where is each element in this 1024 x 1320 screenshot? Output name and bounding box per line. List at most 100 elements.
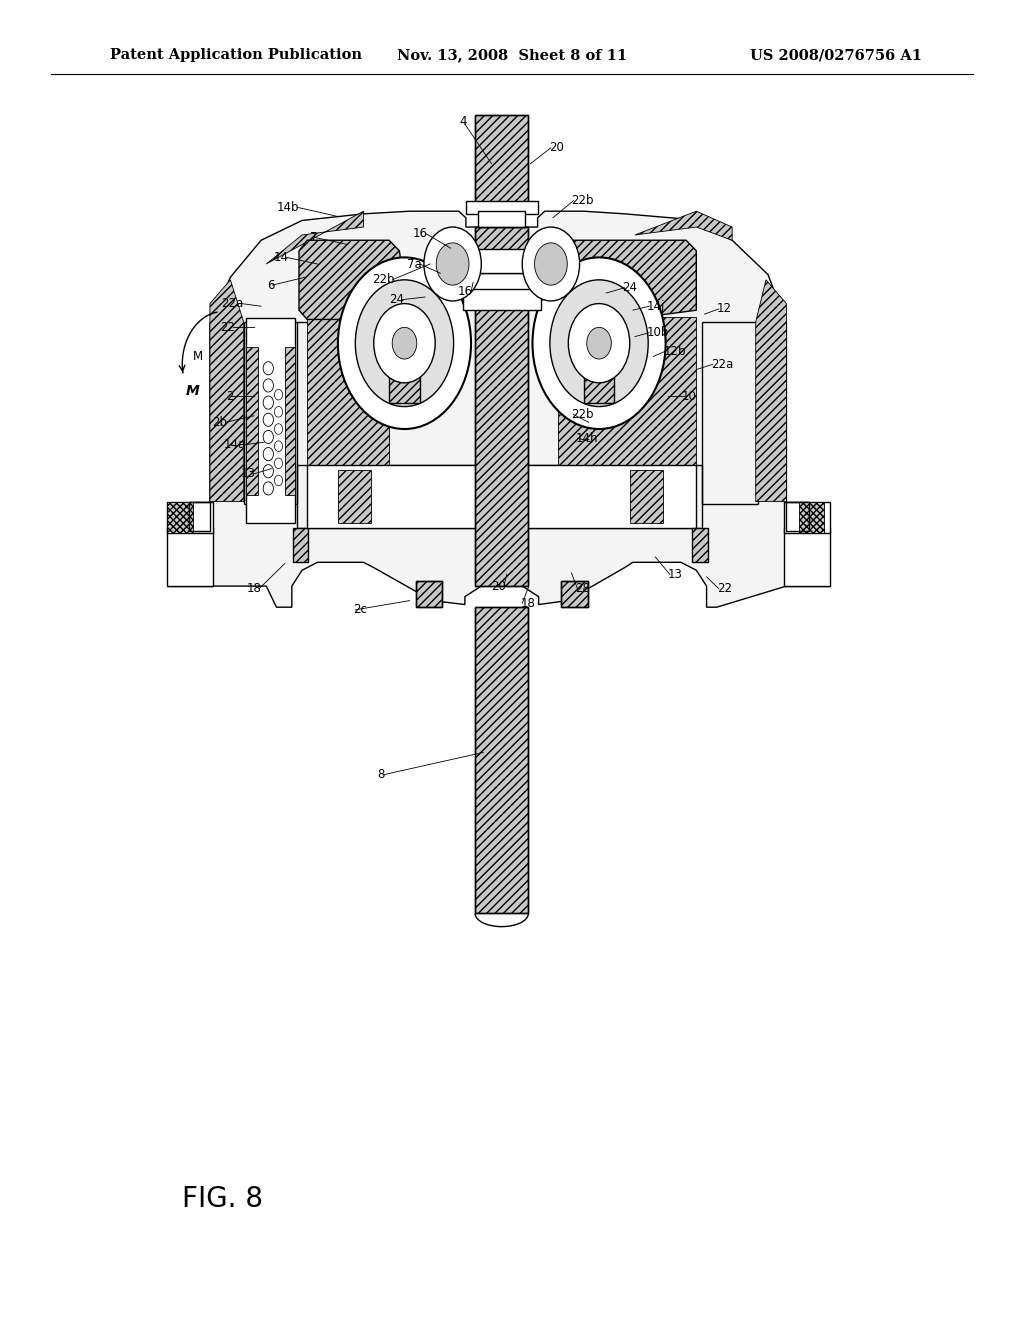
Bar <box>167 502 213 533</box>
Polygon shape <box>543 240 696 319</box>
Text: Patent Application Publication: Patent Application Publication <box>110 49 361 62</box>
Bar <box>786 502 809 531</box>
Text: 20: 20 <box>549 141 564 154</box>
Text: 12b: 12b <box>664 345 686 358</box>
Text: 7: 7 <box>310 231 317 244</box>
Bar <box>786 502 809 531</box>
Bar <box>389 330 420 403</box>
Bar <box>246 318 295 523</box>
Bar <box>246 347 258 495</box>
Polygon shape <box>558 317 696 502</box>
Text: 14: 14 <box>273 251 289 264</box>
Circle shape <box>274 441 283 451</box>
Text: 22: 22 <box>717 582 732 595</box>
Circle shape <box>263 379 273 392</box>
Circle shape <box>535 243 567 285</box>
Text: 2: 2 <box>226 389 233 403</box>
Circle shape <box>263 362 273 375</box>
Text: 18: 18 <box>246 582 261 595</box>
Text: 16: 16 <box>413 227 428 240</box>
Bar <box>475 607 528 913</box>
Text: FIG. 8: FIG. 8 <box>182 1184 263 1213</box>
Text: 22a: 22a <box>711 358 733 371</box>
Circle shape <box>263 447 273 461</box>
Circle shape <box>392 327 417 359</box>
Bar <box>307 465 696 528</box>
Bar <box>416 581 442 607</box>
Text: Nov. 13, 2008  Sheet 8 of 11: Nov. 13, 2008 Sheet 8 of 11 <box>397 49 627 62</box>
Polygon shape <box>299 240 451 319</box>
Bar <box>784 502 830 533</box>
Bar <box>451 249 553 273</box>
Bar <box>293 528 308 562</box>
Circle shape <box>263 430 273 444</box>
Bar <box>475 115 528 205</box>
Circle shape <box>355 280 454 407</box>
Bar <box>167 528 213 586</box>
Bar <box>189 502 210 531</box>
Text: 22a: 22a <box>221 297 244 310</box>
Circle shape <box>263 465 273 478</box>
Circle shape <box>274 407 283 417</box>
Text: 14h: 14h <box>575 432 598 445</box>
Text: 22b: 22b <box>372 273 394 286</box>
Bar <box>466 201 538 214</box>
Circle shape <box>274 424 283 434</box>
Circle shape <box>263 482 273 495</box>
Bar <box>630 470 663 523</box>
Circle shape <box>374 304 435 383</box>
Text: 8: 8 <box>378 768 385 781</box>
Polygon shape <box>307 317 389 502</box>
Circle shape <box>274 389 283 400</box>
Polygon shape <box>635 211 732 240</box>
Bar <box>784 528 830 586</box>
Text: M: M <box>193 350 203 363</box>
Circle shape <box>274 458 283 469</box>
Circle shape <box>338 257 471 429</box>
Text: 6: 6 <box>267 279 274 292</box>
Text: 4: 4 <box>460 115 467 128</box>
Bar <box>451 273 553 293</box>
Polygon shape <box>189 211 809 607</box>
Bar <box>475 607 528 913</box>
Bar <box>692 528 708 562</box>
Bar <box>584 330 614 403</box>
Circle shape <box>568 304 630 383</box>
Text: 24: 24 <box>623 281 638 294</box>
Text: 10b: 10b <box>647 326 670 339</box>
Polygon shape <box>756 280 786 502</box>
Bar <box>416 581 442 607</box>
Text: 22: 22 <box>220 321 236 334</box>
Bar <box>475 227 528 586</box>
Bar <box>475 227 528 586</box>
Text: 13: 13 <box>668 568 683 581</box>
Bar <box>189 502 210 531</box>
Bar <box>475 115 528 205</box>
Bar <box>463 289 541 310</box>
Text: 2c: 2c <box>353 603 368 616</box>
Bar <box>338 470 371 523</box>
Circle shape <box>424 227 481 301</box>
Circle shape <box>274 475 283 486</box>
Text: 14j: 14j <box>647 300 666 313</box>
Text: 20: 20 <box>490 579 506 593</box>
Text: 14b: 14b <box>276 201 299 214</box>
Polygon shape <box>210 280 244 502</box>
Text: 13: 13 <box>241 467 256 480</box>
Circle shape <box>436 243 469 285</box>
Text: 2b: 2b <box>212 416 227 429</box>
Circle shape <box>522 227 580 301</box>
Circle shape <box>550 280 648 407</box>
Bar <box>478 211 525 227</box>
Circle shape <box>263 396 273 409</box>
Bar <box>799 502 824 533</box>
Text: 16: 16 <box>458 285 473 298</box>
Text: 10: 10 <box>682 389 697 403</box>
Text: 24: 24 <box>389 293 404 306</box>
Bar <box>561 581 588 607</box>
Bar <box>285 347 295 495</box>
Text: 22b: 22b <box>571 408 594 421</box>
Bar <box>167 502 193 533</box>
Bar <box>561 581 588 607</box>
Text: 14a: 14a <box>223 438 246 451</box>
